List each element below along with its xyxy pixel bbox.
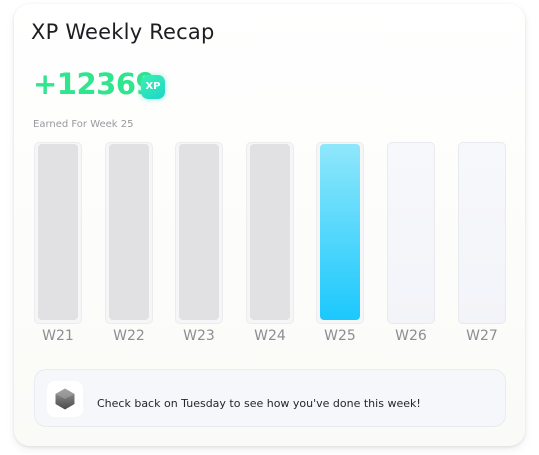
week-label: W26 [395, 328, 427, 344]
week-label: W27 [466, 328, 498, 344]
xp-weekly-recap-card: XP Weekly Recap +12369 XP Earned For Wee… [14, 4, 525, 446]
week-label: W24 [254, 328, 286, 344]
week-bar [179, 144, 219, 320]
card-title: XP Weekly Recap [31, 20, 215, 44]
week-bar [109, 144, 149, 320]
week-bar-track [105, 142, 153, 324]
week-bar-track [458, 142, 506, 324]
week-column-w21: W21 [34, 142, 82, 350]
current-week-bar [320, 144, 360, 320]
week-column-w27: W27 [458, 142, 506, 350]
week-label: W23 [183, 328, 215, 344]
weekly-bars: W21 W22 W23 W24 W25 W26 W27 [34, 142, 506, 350]
week-bar-track [34, 142, 82, 324]
week-label: W21 [42, 328, 74, 344]
notice-text: Check back on Tuesday to see how you've … [97, 397, 421, 410]
xp-badge-icon: XP [141, 75, 165, 99]
week-column-w23: W23 [175, 142, 223, 350]
week-column-w25: W25 [316, 142, 364, 350]
week-column-w26: W26 [387, 142, 435, 350]
week-label: W22 [113, 328, 145, 344]
hexagon-badge-icon [47, 381, 83, 417]
week-column-w24: W24 [246, 142, 294, 350]
week-bar-track [175, 142, 223, 324]
week-label: W25 [324, 328, 356, 344]
week-bar [250, 144, 290, 320]
week-bar-track [387, 142, 435, 324]
week-bar-track [316, 142, 364, 324]
week-bar-track [246, 142, 294, 324]
week-column-w22: W22 [105, 142, 153, 350]
notice-banner: Check back on Tuesday to see how you've … [34, 369, 506, 427]
earned-week-subtitle: Earned For Week 25 [33, 119, 134, 130]
xp-amount: +12369 [33, 67, 156, 101]
week-bar [38, 144, 78, 320]
